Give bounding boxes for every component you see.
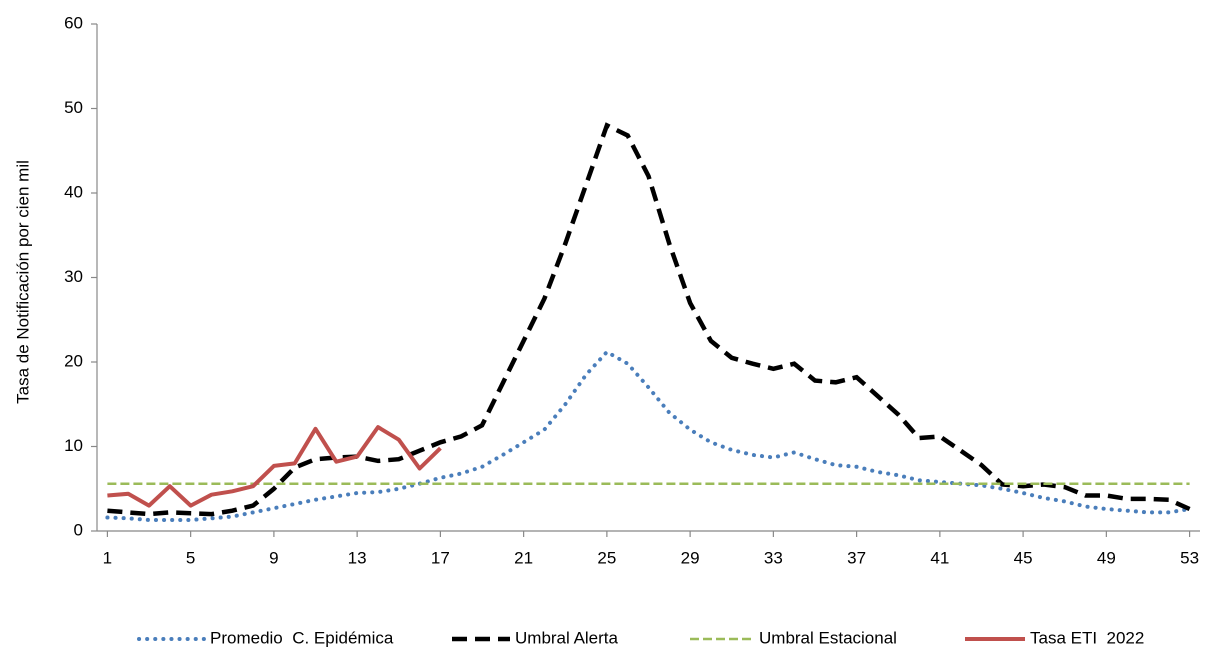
y-axis-label: Tasa de Notificación por cien mil [13, 160, 32, 404]
x-tick-label: 37 [847, 548, 866, 567]
x-tick-label: 53 [1180, 548, 1199, 567]
x-tick-label: 5 [186, 548, 195, 567]
y-tick-label: 40 [64, 182, 83, 201]
y-tick-label: 60 [64, 13, 83, 32]
x-tick-label: 29 [681, 548, 700, 567]
x-tick-label: 21 [514, 548, 533, 567]
y-tick-label: 10 [64, 436, 83, 455]
x-tick-label: 1 [103, 548, 112, 567]
legend-label: Umbral Alerta [515, 628, 619, 647]
x-tick-label: 33 [764, 548, 783, 567]
x-tick-label: 25 [597, 548, 616, 567]
x-tick-label: 41 [930, 548, 949, 567]
x-tick-label: 13 [348, 548, 367, 567]
y-tick-label: 0 [74, 520, 83, 539]
legend-label: Umbral Estacional [759, 628, 897, 647]
y-tick-label: 20 [64, 351, 83, 370]
x-tick-label: 9 [269, 548, 278, 567]
x-tick-label: 49 [1097, 548, 1116, 567]
x-tick-label: 45 [1014, 548, 1033, 567]
y-tick-label: 50 [64, 98, 83, 117]
series-line [107, 122, 1191, 517]
legend-label: Promedio C. Epidémica [210, 628, 394, 647]
legend-label: Tasa ETI 2022 [1030, 628, 1144, 647]
x-tick-label: 17 [431, 548, 450, 567]
y-tick-label: 30 [64, 267, 83, 286]
series-line [105, 349, 1192, 522]
series-line [107, 425, 442, 508]
